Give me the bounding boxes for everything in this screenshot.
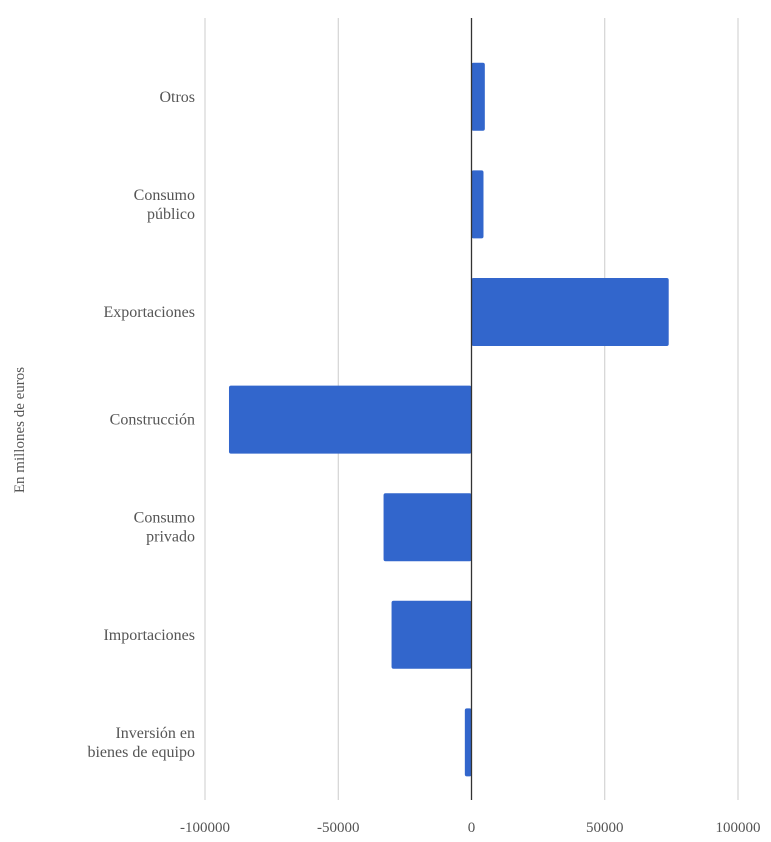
bar bbox=[471, 170, 484, 239]
x-tick-labels: -100000 -50000 0 50000 100000 bbox=[180, 820, 761, 836]
bar-layer bbox=[228, 62, 669, 777]
x-tick-label: -100000 bbox=[180, 820, 230, 836]
bar bbox=[464, 708, 472, 777]
grid-layer bbox=[204, 18, 739, 800]
category-label: Importaciones bbox=[103, 627, 195, 644]
bar bbox=[471, 62, 485, 131]
bar bbox=[228, 385, 472, 454]
category-label: Otros bbox=[159, 89, 195, 106]
category-label: Consumo público bbox=[134, 187, 195, 223]
bar bbox=[391, 600, 472, 669]
x-tick-label: 50000 bbox=[586, 820, 624, 836]
category-label: Exportaciones bbox=[103, 304, 195, 321]
x-tick-label: 100000 bbox=[716, 820, 761, 836]
y-axis-title: En millones de euros bbox=[12, 367, 28, 493]
bar bbox=[471, 278, 669, 346]
category-label: Inversión en bienes de equipo bbox=[87, 725, 195, 761]
x-tick-label: 0 bbox=[468, 820, 476, 836]
category-labels: Otros Consumo público Exportaciones Construc… bbox=[87, 89, 195, 761]
x-tick-label: -50000 bbox=[317, 820, 360, 836]
bar bbox=[383, 493, 472, 562]
category-label: Construcción bbox=[110, 412, 195, 429]
category-label: Consumo privado bbox=[134, 510, 195, 546]
